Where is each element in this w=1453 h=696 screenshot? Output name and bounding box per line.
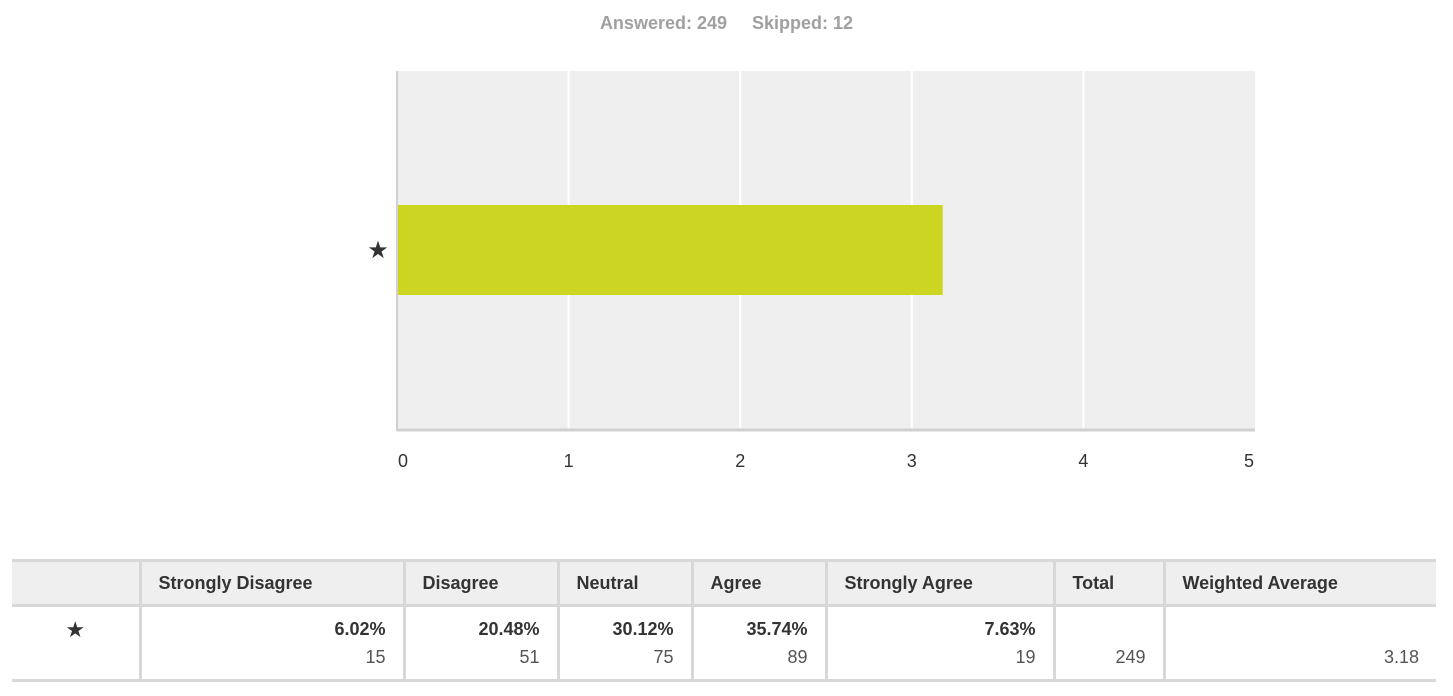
cell-neutral: 30.12% 75 <box>556 605 692 682</box>
count-value: 19 <box>1015 647 1036 667</box>
pct-value: 35.74% <box>746 619 808 639</box>
pct-value: 7.63% <box>984 619 1036 639</box>
row-label: ★ <box>12 605 140 682</box>
pct-value <box>1073 615 1146 643</box>
bar-chart: 0 1 2 3 4 5 ★ <box>367 71 1255 471</box>
category-label: ★ <box>367 236 389 264</box>
bar <box>398 205 943 295</box>
x-tick-label: 5 <box>1244 451 1254 471</box>
skipped-count: Skipped: 12 <box>752 13 854 33</box>
header-blank <box>12 559 140 607</box>
count-value: 75 <box>653 647 674 667</box>
pct-value <box>1183 615 1420 643</box>
header-disagree: Disagree <box>402 559 558 607</box>
count-value: 89 <box>787 647 808 667</box>
x-tick-label: 4 <box>1078 451 1088 471</box>
x-tick-label: 2 <box>735 451 745 471</box>
x-tick-label: 1 <box>564 451 574 471</box>
header-strongly-agree: Strongly Agree <box>824 559 1054 607</box>
cell-disagree: 20.48% 51 <box>402 605 558 682</box>
cell-agree: 35.74% 89 <box>690 605 826 682</box>
count-value: 51 <box>519 647 540 667</box>
count-value: 15 <box>365 647 386 667</box>
cell-total: 249 <box>1052 605 1164 682</box>
count-value: 249 <box>1115 647 1146 667</box>
header-strongly-disagree: Strongly Disagree <box>138 559 404 607</box>
x-tick-label: 3 <box>907 451 917 471</box>
response-summary: Answered: 249 Skipped: 12 <box>0 13 1453 34</box>
results-table: Strongly Disagree Disagree Neutral Agree… <box>12 559 1436 682</box>
cell-strongly-agree: 7.63% 19 <box>824 605 1054 682</box>
header-total: Total <box>1052 559 1164 607</box>
header-agree: Agree <box>690 559 826 607</box>
table-header-row: Strongly Disagree Disagree Neutral Agree… <box>12 559 1436 607</box>
pct-value: 30.12% <box>612 619 674 639</box>
cell-strongly-disagree: 6.02% 15 <box>138 605 404 682</box>
star-icon: ★ <box>65 617 86 642</box>
count-value: 3.18 <box>1383 647 1419 667</box>
header-neutral: Neutral <box>556 559 692 607</box>
x-tick-label: 0 <box>398 451 408 471</box>
cell-weighted-average: 3.18 <box>1162 605 1436 682</box>
header-weighted-average: Weighted Average <box>1162 559 1436 607</box>
pct-value: 6.02% <box>334 619 386 639</box>
pct-value: 20.48% <box>478 619 540 639</box>
answered-count: Answered: 249 <box>599 13 727 33</box>
table-row: ★ 6.02% 15 20.48% 51 30.12% 75 35.74% 89 <box>12 605 1436 682</box>
